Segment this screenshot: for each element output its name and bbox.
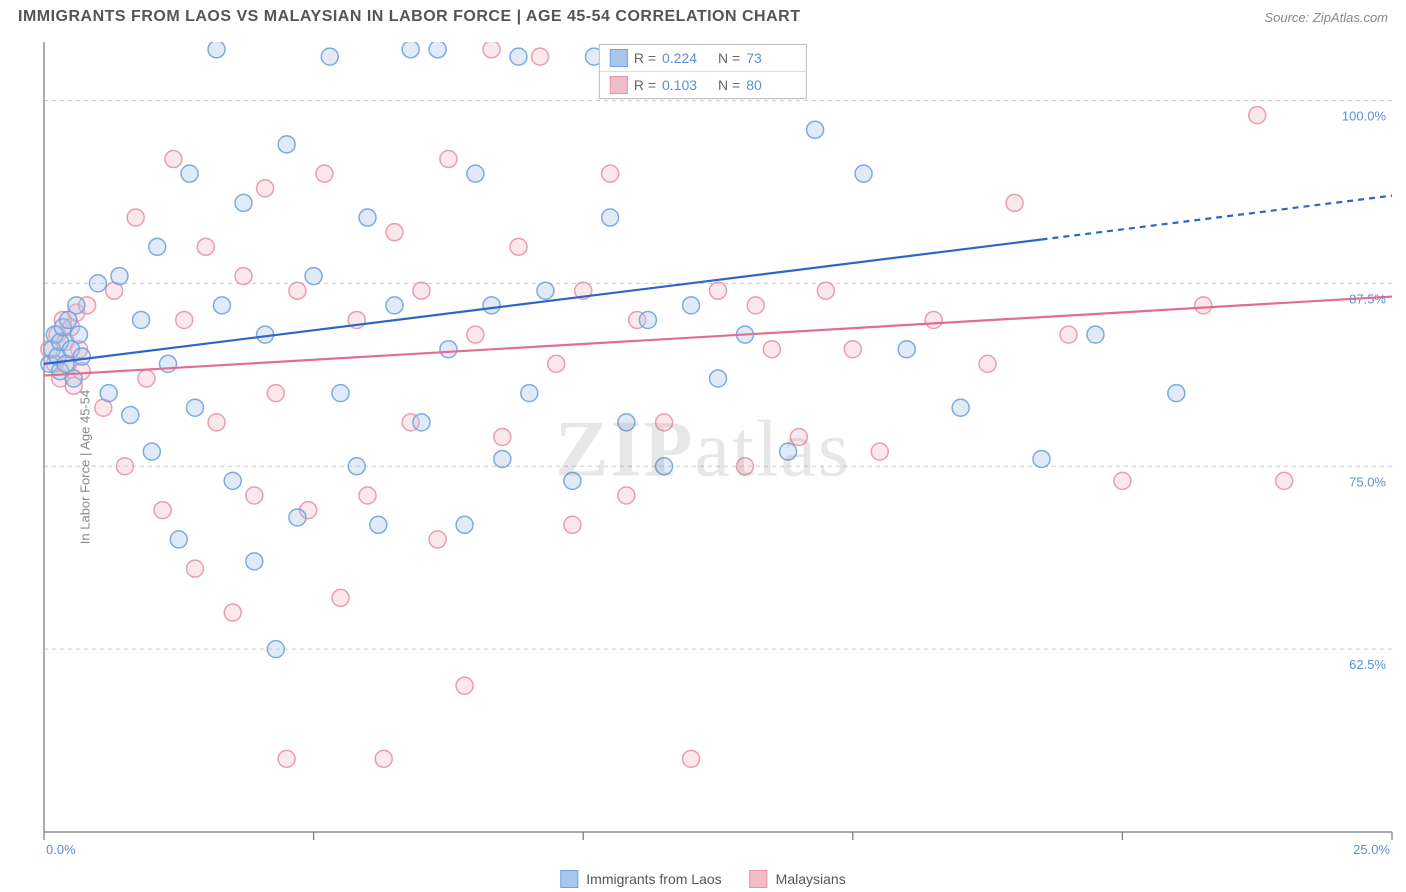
stats-row-series2: R = 0.103 N = 80 (600, 72, 806, 98)
series1-swatch-icon (560, 870, 578, 888)
n-label: N = (718, 77, 740, 93)
correlation-chart: In Labor Force | Age 45-54 62.5%75.0%87.… (0, 42, 1406, 892)
series1-swatch-icon (610, 49, 628, 67)
r-value: 0.224 (662, 50, 712, 66)
legend-item-series1: Immigrants from Laos (560, 870, 721, 888)
svg-text:75.0%: 75.0% (1349, 474, 1386, 489)
series-legend: Immigrants from Laos Malaysians (560, 870, 845, 888)
page-title: IMMIGRANTS FROM LAOS VS MALAYSIAN IN LAB… (18, 8, 800, 26)
svg-text:62.5%: 62.5% (1349, 657, 1386, 672)
n-value: 80 (746, 77, 796, 93)
series2-swatch-icon (610, 76, 628, 94)
stats-row-series1: R = 0.224 N = 73 (600, 45, 806, 72)
stats-legend: R = 0.224 N = 73 R = 0.103 N = 80 (599, 44, 807, 99)
r-label: R = (634, 50, 656, 66)
svg-text:25.0%: 25.0% (1353, 842, 1390, 857)
r-value: 0.103 (662, 77, 712, 93)
legend-label: Immigrants from Laos (586, 871, 721, 887)
n-value: 73 (746, 50, 796, 66)
svg-text:100.0%: 100.0% (1342, 109, 1387, 124)
legend-label: Malaysians (776, 871, 846, 887)
legend-item-series2: Malaysians (750, 870, 846, 888)
r-label: R = (634, 77, 656, 93)
y-axis-label: In Labor Force | Age 45-54 (78, 390, 93, 544)
n-label: N = (718, 50, 740, 66)
series2-swatch-icon (750, 870, 768, 888)
svg-text:0.0%: 0.0% (46, 842, 76, 857)
source-label: Source: ZipAtlas.com (1264, 10, 1388, 25)
